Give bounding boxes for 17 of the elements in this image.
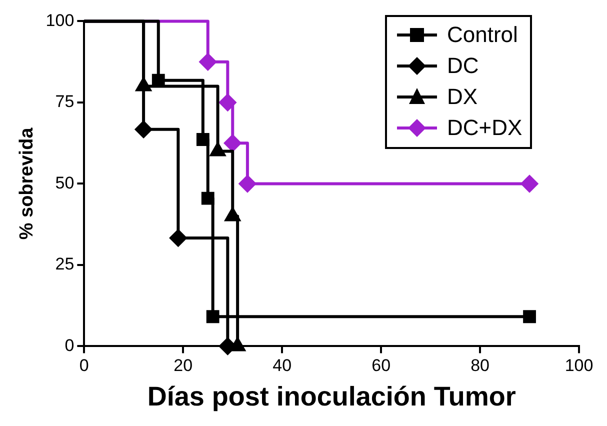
y-tick-label: 0 [64, 336, 74, 355]
x-tick-label: 100 [564, 356, 594, 376]
x-tick-label: 60 [372, 356, 391, 376]
legend-label: DC+DX [447, 114, 522, 141]
x-tick-label: 0 [79, 356, 89, 376]
legend-label: DC [447, 52, 479, 79]
legend-label: DX [447, 84, 478, 110]
x-tick-label: 40 [272, 356, 292, 376]
y-tick-label: 50 [55, 173, 74, 192]
x-tick-label: 80 [470, 356, 490, 376]
y-axis-title: % sobrevida [16, 127, 38, 240]
y-tick-label: 75 [55, 92, 74, 112]
legend-label: Control [447, 22, 518, 48]
x-axis-title: Días post inoculación Tumor [147, 381, 516, 412]
y-tick-label: 100 [46, 10, 74, 30]
y-tick-label: 25 [55, 254, 74, 274]
x-tick-label: 20 [174, 356, 193, 376]
